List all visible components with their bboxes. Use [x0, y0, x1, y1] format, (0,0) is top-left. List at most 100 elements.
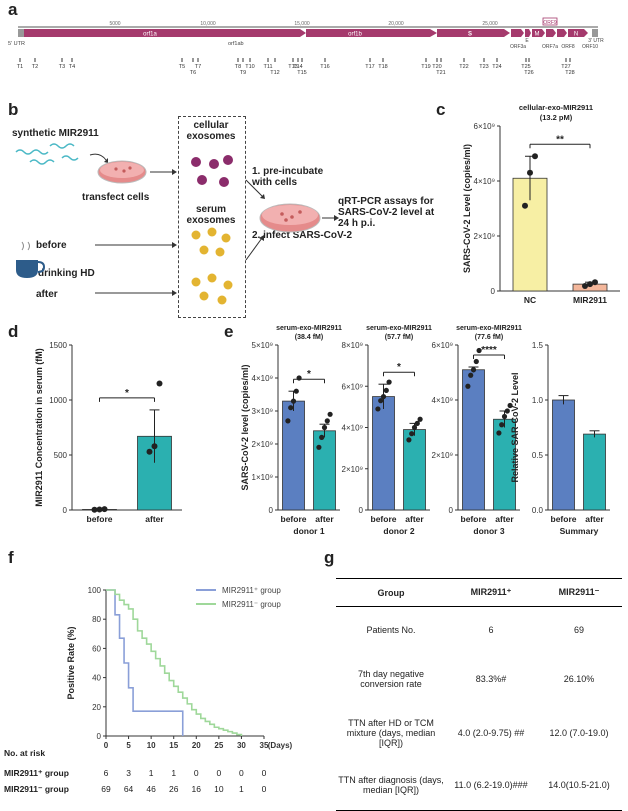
site-label: T16 — [320, 64, 329, 70]
orf1a-label: orf1a — [143, 32, 157, 38]
x-tick-label: before — [371, 514, 397, 524]
risk-value: 1 — [239, 784, 244, 794]
x-tick-label: before — [281, 514, 307, 524]
risk-value: 0 — [194, 768, 199, 778]
panel-label-g: g — [324, 548, 335, 567]
site-label: T22 — [459, 64, 468, 70]
site-label: T11 — [263, 64, 272, 70]
data-point — [101, 506, 108, 513]
y-tick-label: 80 — [92, 615, 101, 624]
data-point — [414, 420, 420, 426]
orf9-label: ORF9 — [543, 20, 557, 26]
y-axis-label: MIR2911 Concentration in serum (fM) — [34, 348, 44, 507]
risk-row-label: MIR2911⁻ group — [4, 784, 69, 794]
site-label: T6 — [190, 70, 196, 76]
y-axis-label: Relative SAR-CoV-2 Level — [510, 372, 520, 482]
y-tick-label: 1000 — [49, 396, 67, 405]
col-mir-pos: MIR2911⁺ — [470, 587, 512, 597]
x-tick-label: after — [315, 514, 334, 524]
x-tick-label: before — [461, 514, 487, 524]
data-point — [468, 372, 474, 378]
bar — [552, 399, 575, 511]
col-group: Group — [377, 587, 405, 598]
chart-subtitle: (13.2 pM) — [540, 113, 573, 122]
bar — [282, 400, 305, 511]
scale-5000: 5000 — [109, 21, 120, 27]
data-point — [386, 379, 392, 385]
data-point — [499, 422, 505, 428]
y-tick-label: 0 — [491, 287, 496, 296]
panel-label-f: f — [8, 548, 14, 567]
chart-subtitle: (57.7 fM) — [385, 334, 413, 341]
data-point — [504, 408, 510, 414]
before-label: before — [36, 240, 67, 251]
x-tick-label: before — [551, 514, 577, 524]
cell-pos: 6 — [488, 624, 494, 635]
site-label: T24 — [492, 64, 501, 70]
n-arrow — [568, 29, 588, 37]
risk-value: 6 — [104, 768, 109, 778]
y-tick-label: 60 — [92, 644, 101, 653]
col-mir-neg: MIR2911⁻ — [558, 587, 600, 597]
chart-title: serum-exo-MIR2911 — [366, 325, 432, 332]
panel-label-a: a — [8, 0, 18, 19]
x-tick-label: 0 — [104, 741, 109, 750]
bar — [403, 429, 426, 511]
data-point — [592, 279, 598, 286]
chart-e: 0 1×10⁹ 2×10⁹ 3×10⁹ 4×10⁹ 5×10⁹ before after * do… — [240, 325, 610, 536]
data-point — [285, 418, 291, 424]
risk-value: 1 — [149, 768, 154, 778]
exosome-box — [178, 116, 246, 318]
m-label: M — [535, 32, 540, 38]
y-tick-label: 500 — [54, 451, 68, 460]
x-tick-label: 35 — [260, 741, 269, 750]
site-label: T23 — [479, 64, 488, 70]
y-tick-label: 1.0 — [532, 396, 544, 405]
orf1ab-label: orf1ab — [228, 41, 244, 47]
orf3a-label: ORF3a — [510, 44, 526, 50]
risk-value: 0 — [216, 768, 221, 778]
data-point — [375, 406, 381, 412]
data-point — [146, 448, 153, 455]
km-curve — [106, 589, 184, 736]
site-label: T7 — [195, 64, 201, 70]
km-curve — [106, 589, 243, 736]
y-tick-label: 100 — [88, 586, 102, 595]
table-row: TTN after diagnosis (days, median [IQR])… — [336, 761, 622, 811]
data-point — [411, 424, 418, 431]
x-tick-label: 30 — [237, 741, 246, 750]
n-label: N — [574, 32, 578, 38]
y-tick-label: 0 — [359, 506, 364, 515]
y-tick-label: 2×10⁹ — [432, 451, 453, 460]
data-point — [522, 202, 528, 209]
cell-pos: 4.0 (2.0-9.75) ## — [457, 727, 525, 738]
risk-value: 26 — [169, 784, 179, 794]
cell-pos: 83.3%# — [475, 673, 507, 684]
site-label: T20 — [432, 64, 441, 70]
y-tick-label: 8×10⁹ — [342, 341, 363, 350]
serum-exo-label: serum exosomes — [186, 204, 236, 226]
y-tick-label: 4×10⁹ — [474, 177, 495, 186]
data-point — [409, 431, 415, 437]
panel-label-d: d — [8, 322, 19, 341]
data-point — [91, 506, 98, 513]
risk-value: 46 — [146, 784, 156, 794]
data-point — [288, 405, 294, 411]
x-tick-label: 20 — [192, 741, 201, 750]
x-tick-label: after — [145, 514, 164, 524]
chart-title: cellular-exo-MIR2911 — [519, 103, 593, 112]
x-tick-label: before — [87, 514, 113, 524]
y-tick-label: 6×10⁹ — [432, 341, 453, 350]
scale-15000: 15,000 — [294, 21, 310, 27]
e-label: E — [525, 38, 529, 44]
data-point — [470, 367, 477, 373]
table-row: 7th day negative conversion rate 83.3%# … — [336, 653, 622, 705]
y-tick-label: 0.0 — [532, 506, 544, 515]
patient-table: Group MIR2911⁺ MIR2911⁻ Patients No. 6 6… — [336, 578, 622, 811]
orf1b-label: orf1b — [348, 32, 362, 38]
site-label: T5 — [179, 64, 185, 70]
risk-value: 10 — [214, 784, 224, 794]
y-tick-label: 2×10⁹ — [474, 232, 495, 241]
risk-value: 1 — [171, 768, 176, 778]
